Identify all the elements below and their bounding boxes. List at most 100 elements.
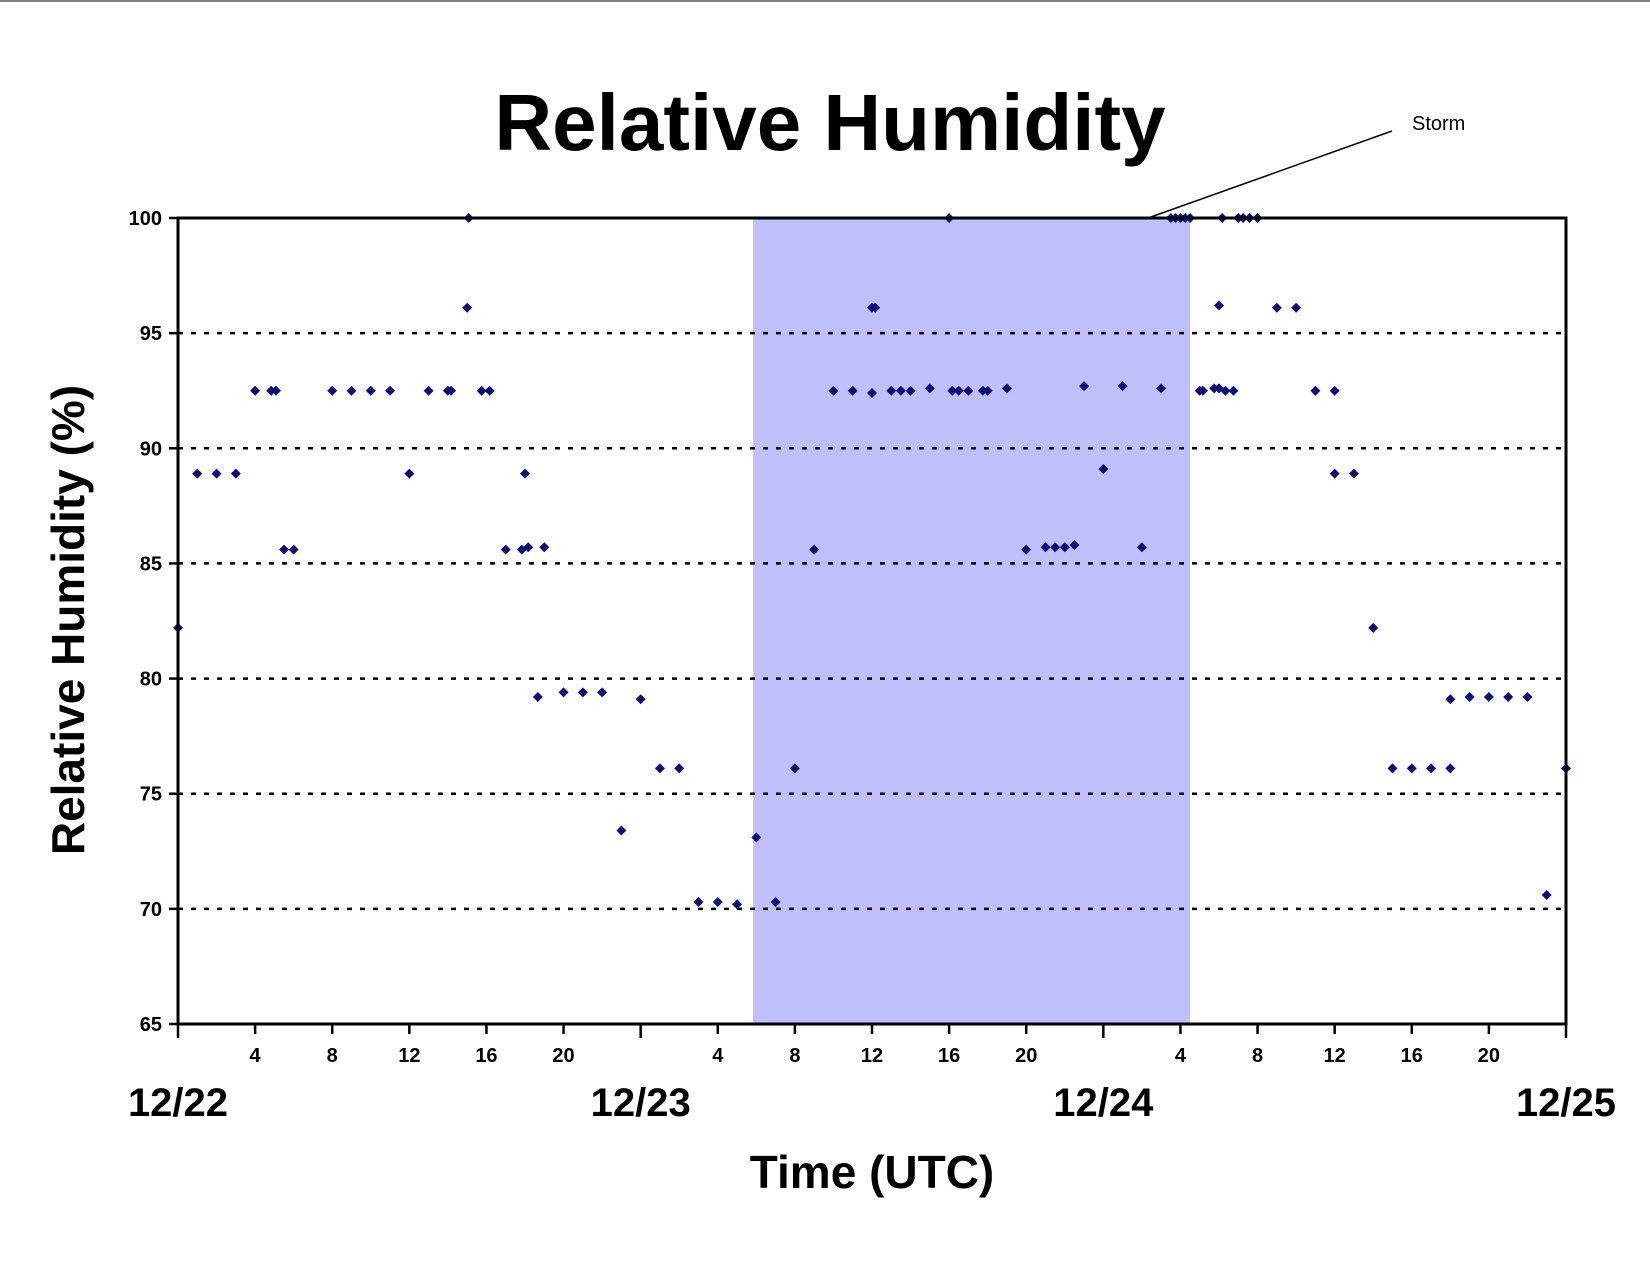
data-point (1079, 381, 1090, 392)
x-tick-label: 4 (1175, 1045, 1187, 1067)
data-point (211, 468, 222, 479)
data-point (404, 468, 415, 479)
data-point (365, 385, 376, 396)
data-point (1136, 542, 1147, 553)
data-points (173, 213, 1571, 910)
data-point (1368, 622, 1379, 633)
storm-leader-line (1147, 130, 1393, 219)
data-point (712, 896, 723, 907)
x-tick-label: 20 (1015, 1045, 1037, 1067)
data-point (1329, 468, 1340, 479)
data-point (1522, 691, 1533, 702)
data-point (886, 385, 897, 396)
data-point (1406, 763, 1417, 774)
data-point (462, 302, 473, 313)
data-point (953, 385, 964, 396)
data-point (446, 385, 457, 396)
data-point (423, 385, 434, 396)
x-tick-label: 16 (475, 1045, 497, 1067)
data-point (1098, 464, 1109, 475)
data-point (828, 385, 839, 396)
x-tick-label: 20 (1478, 1045, 1500, 1067)
data-point (1021, 544, 1032, 555)
data-point (1541, 890, 1552, 901)
data-point (558, 687, 569, 698)
data-point (577, 687, 588, 698)
data-point (523, 542, 534, 553)
data-point (847, 385, 858, 396)
data-point (674, 763, 685, 774)
data-point (270, 385, 281, 396)
data-point (654, 763, 665, 774)
data-point (770, 896, 781, 907)
data-point (616, 825, 627, 836)
x-tick-label: 4 (712, 1045, 724, 1067)
data-point (870, 302, 881, 313)
data-point (500, 544, 511, 555)
x-tick-label: 20 (552, 1045, 574, 1067)
data-point (1310, 385, 1321, 396)
x-tick-label: 12 (1324, 1045, 1346, 1067)
y-tick-label: 80 (140, 669, 162, 691)
data-point (1156, 383, 1167, 394)
data-point (1001, 383, 1012, 394)
data-point (346, 385, 357, 396)
y-tick-label: 70 (140, 899, 162, 921)
data-point (250, 385, 261, 396)
data-point (982, 385, 993, 396)
data-point (867, 388, 877, 399)
x-tick-label: 16 (938, 1045, 960, 1067)
data-point (809, 544, 820, 555)
data-point (476, 385, 487, 396)
data-point (1348, 468, 1359, 479)
data-point (327, 385, 338, 396)
data-point (635, 694, 646, 705)
x-tick-label: 12 (398, 1045, 420, 1067)
data-point (532, 691, 543, 702)
x-tick-label: 8 (789, 1045, 800, 1067)
data-point (1483, 691, 1494, 702)
data-point (789, 763, 800, 774)
data-point (484, 385, 495, 396)
data-point (1050, 542, 1061, 553)
y-tick-label: 100 (129, 208, 162, 230)
data-point (520, 468, 530, 479)
axes: 65 70 75 80 85 90 95 100 4 8 12 16 20 4 8 12 16 20 4 8 12 16 2… (128, 208, 1616, 1125)
data-point (1503, 691, 1514, 702)
data-point (1228, 385, 1239, 396)
data-point (751, 832, 762, 843)
data-point (732, 899, 743, 910)
date-label: 12/23 (591, 1081, 691, 1125)
data-point (1291, 302, 1302, 313)
data-point (1040, 542, 1051, 553)
data-point (1464, 691, 1475, 702)
y-tick-label: 85 (140, 553, 162, 575)
data-point (1059, 542, 1070, 553)
data-point (1445, 763, 1456, 774)
x-tick-label: 4 (250, 1045, 262, 1067)
data-point (693, 896, 704, 907)
x-axis-title: Time (UTC) (750, 1146, 995, 1198)
data-point (1426, 763, 1437, 774)
data-point (288, 544, 299, 555)
data-point (924, 383, 935, 394)
data-point (1214, 300, 1224, 311)
gridlines (178, 331, 1566, 911)
y-axis-title: Relative Humidity (%) (42, 385, 94, 855)
data-point (597, 687, 608, 698)
storm-band-layer (753, 218, 1191, 1024)
data-point (1220, 385, 1231, 396)
data-point (1271, 302, 1282, 313)
x-tick-label: 12 (861, 1045, 883, 1067)
y-tick-label: 95 (140, 323, 162, 345)
storm-band (753, 218, 1191, 1024)
storm-label: Storm (1412, 113, 1465, 135)
x-tick-label: 16 (1401, 1045, 1423, 1067)
date-label: 12/25 (1516, 1081, 1616, 1125)
date-label: 12/22 (128, 1081, 228, 1125)
data-point (1387, 763, 1398, 774)
x-tick-label: 8 (327, 1045, 338, 1067)
data-point (1069, 540, 1080, 551)
data-point (947, 385, 958, 396)
